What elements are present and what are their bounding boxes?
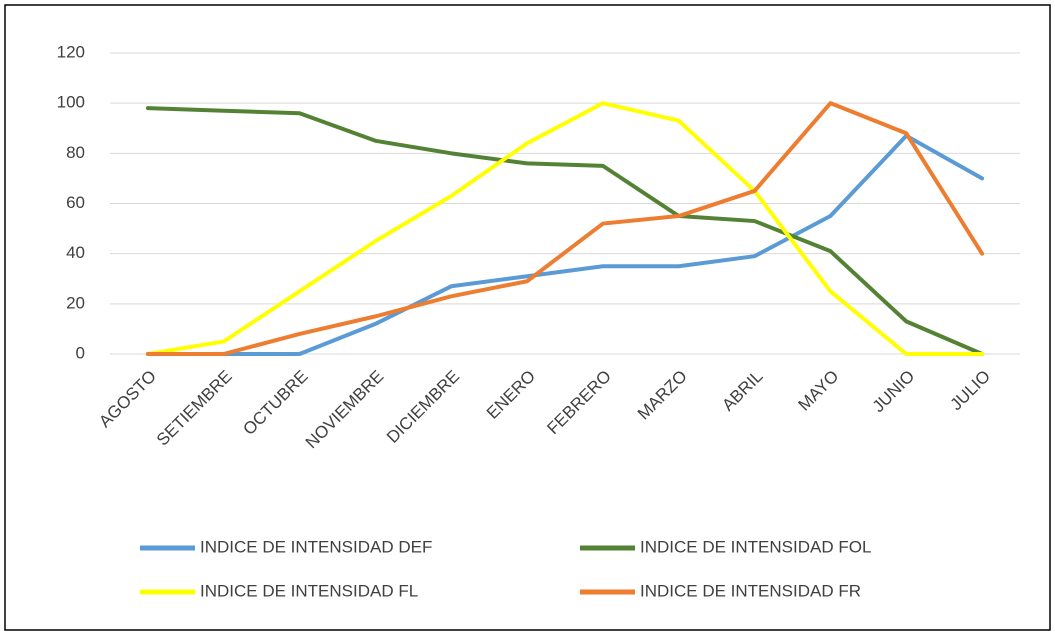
legend-label: INDICE DE INTENSIDAD FR [640,581,861,600]
y-tick-label: 120 [57,42,85,61]
y-tick-label: 20 [66,293,85,312]
series-line [145,106,985,356]
y-tick-label: 40 [66,243,85,262]
series-line [145,101,985,356]
y-tick-label: 80 [66,143,85,162]
legend-label: INDICE DE INTENSIDAD FL [200,581,418,600]
y-tick-label: 0 [76,343,85,362]
y-tick-label: 100 [57,93,85,112]
chart-frame [4,4,1051,631]
series-line [145,133,985,356]
series-line [145,101,985,356]
legend-label: INDICE DE INTENSIDAD DEF [200,537,432,556]
legend-label: INDICE DE INTENSIDAD FOL [640,537,871,556]
y-tick-label: 60 [66,193,85,212]
